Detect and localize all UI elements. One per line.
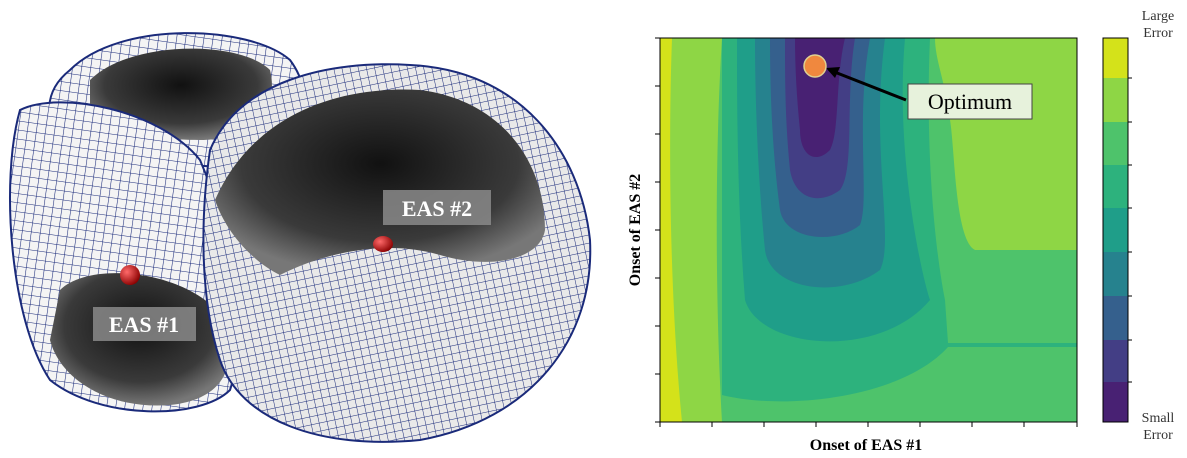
cavity bbox=[215, 89, 545, 275]
optimum-marker bbox=[803, 54, 827, 78]
mesh-panel: EAS #1 EAS #2 bbox=[9, 32, 592, 443]
eas-site bbox=[373, 236, 393, 252]
annotation-box bbox=[907, 83, 1033, 120]
contour-plot: Optimum Onset of EAS #1 Onset of EAS #2 bbox=[627, 37, 1078, 454]
x-axis-label: Onset of EAS #1 bbox=[810, 437, 922, 454]
colorbar-label: Large bbox=[1142, 9, 1174, 24]
label-box bbox=[383, 190, 491, 225]
contour-band bbox=[660, 38, 722, 422]
arrow-head bbox=[826, 67, 840, 78]
arrow bbox=[831, 69, 907, 102]
colorbar-label: Error bbox=[1143, 428, 1173, 443]
label: EAS #1 bbox=[109, 312, 179, 337]
colorbar: Large Error Small Error bbox=[1102, 9, 1175, 443]
y-axis-label: Onset of EAS #2 bbox=[627, 174, 644, 286]
colorbar-label: Error bbox=[1143, 26, 1173, 41]
ticks bbox=[655, 37, 1078, 427]
annotation: Optimum bbox=[928, 89, 1012, 114]
contour-band bbox=[660, 38, 682, 422]
label-box bbox=[93, 307, 196, 341]
label: EAS #2 bbox=[402, 196, 472, 221]
eas-site bbox=[120, 265, 140, 285]
colorbar-label: Small bbox=[1142, 411, 1175, 426]
